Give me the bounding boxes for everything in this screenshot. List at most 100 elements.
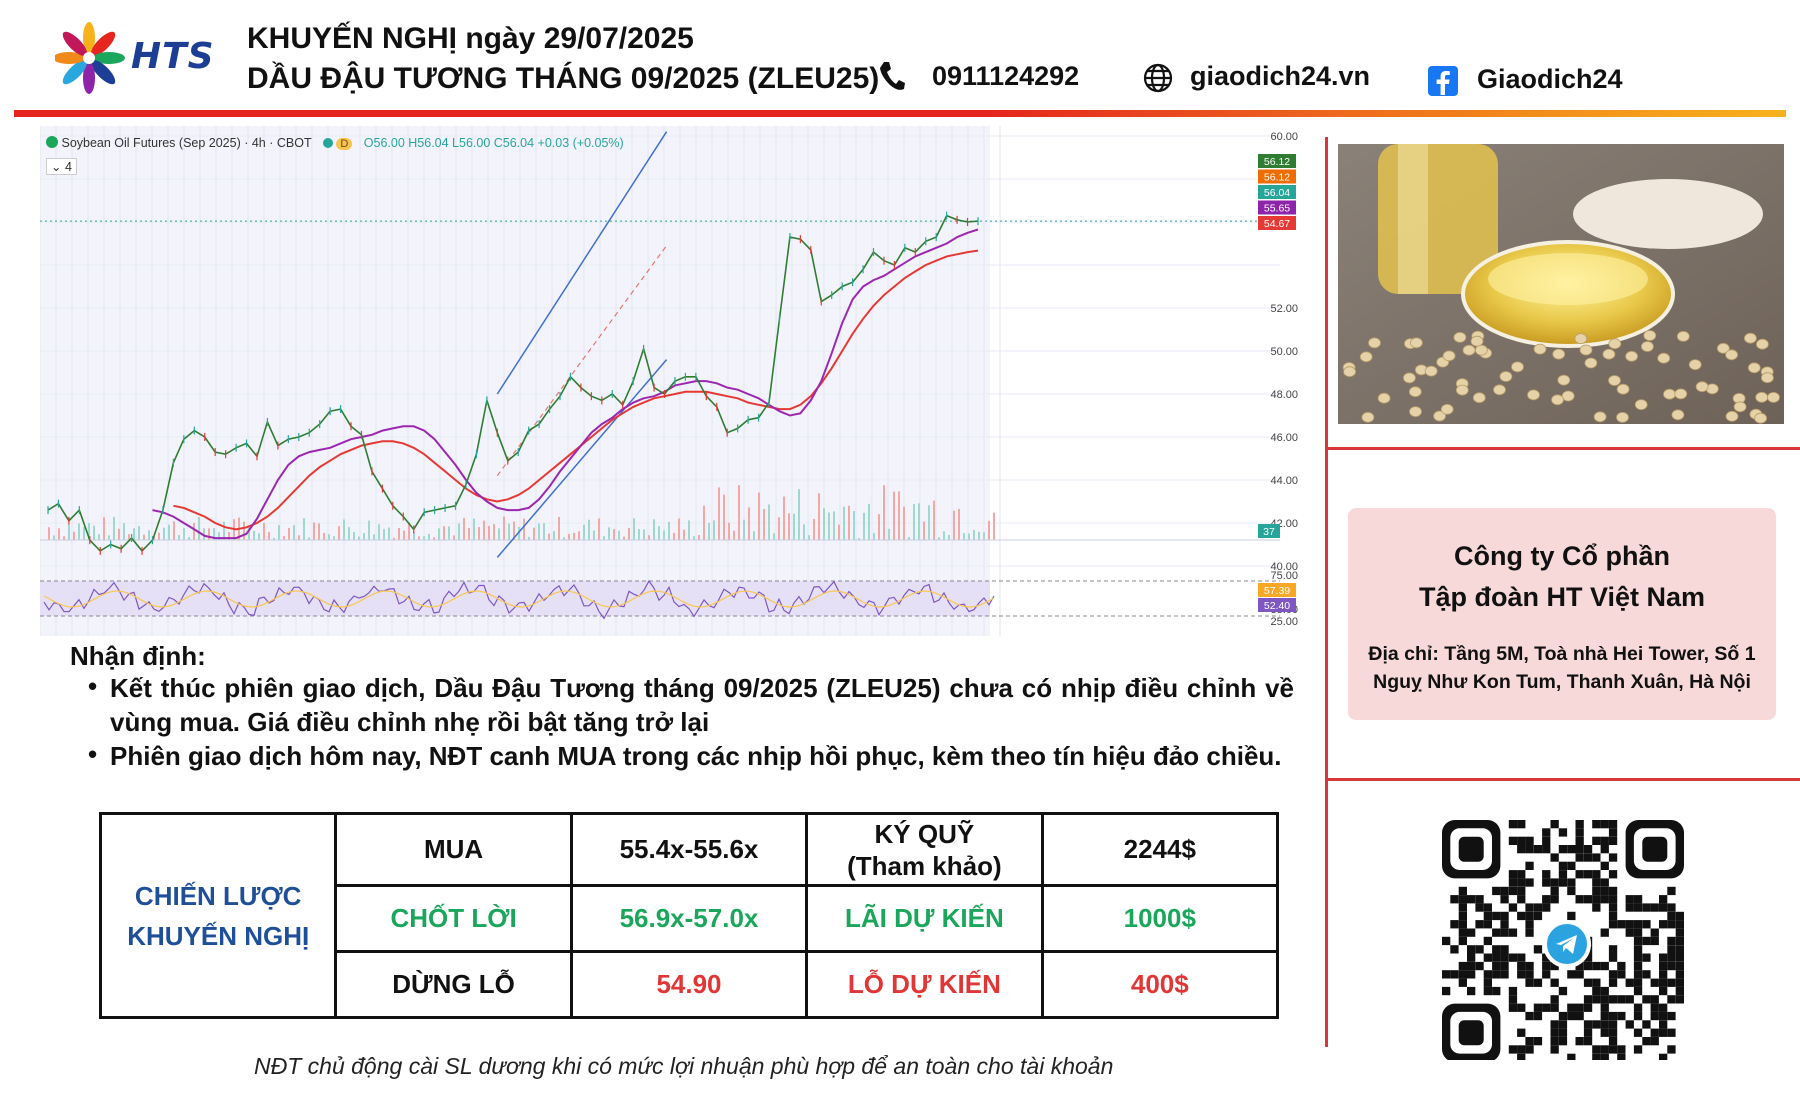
website-link[interactable]: giaodich24.vn [1190,61,1371,91]
volume-bar [378,524,380,540]
volume-bar [493,524,495,540]
volume-bar [663,530,665,540]
qr-module [1467,986,1476,996]
panel-rule-2 [1325,778,1800,781]
qr-module [1592,836,1601,845]
qr-module [1550,1020,1559,1029]
volume-bar [883,485,885,540]
qr-module [1475,945,1484,954]
qr-module [1550,995,1559,1004]
soybean [1676,330,1690,342]
soybean [1359,351,1373,363]
volume-bar [293,525,295,540]
globe-icon [1142,62,1174,99]
qr-module [1533,978,1543,987]
qr-module [1583,1028,1593,1037]
qr-module [1517,1028,1526,1037]
volume-bar [633,518,635,540]
volume-bar [428,533,430,540]
volume-bar [893,491,895,540]
qr-module [1667,945,1676,954]
qr-module [1650,903,1659,912]
soybean [1602,348,1616,360]
volume-bar [143,534,145,540]
volume-bar [518,526,520,540]
qr-module [1667,995,1676,1004]
qr-module [1517,961,1526,971]
facebook-page[interactable]: Giaodich24 [1477,64,1623,94]
volume-bar [608,527,610,540]
phone-number[interactable]: 0911124292 [932,61,1080,91]
volume-bar [988,520,990,540]
qr-module [1592,1020,1601,1029]
qr-module [1608,836,1618,845]
volume-bar [538,523,540,540]
telegram-qr-code[interactable] [1442,820,1684,1062]
volume-bar [918,503,920,540]
volume-bar [53,535,55,540]
soybean [1474,344,1488,356]
qr-module [1508,986,1518,996]
volume-bar [723,494,725,540]
qr-module [1567,886,1576,896]
volume-bar [618,530,620,540]
qr-module [1617,970,1626,979]
volume-bar [748,507,750,540]
volume-bar [793,513,795,540]
y-tick-label: 40.00 [1270,561,1298,573]
qr-module [1592,820,1601,829]
qr-module [1650,928,1659,937]
volume-bar [218,532,220,540]
company-name-line1: Công ty Cổ phần [1454,541,1670,571]
qr-module [1550,978,1559,987]
qr-module [1575,1003,1584,1012]
qr-module [1458,920,1467,929]
volume-bar [208,528,210,540]
buy-range: 55.4x-55.6x [569,812,809,887]
soybean [1716,342,1730,354]
volume-bar [678,518,680,540]
volume-bar [878,514,880,540]
qr-module [1633,986,1643,996]
qr-module [1508,820,1518,829]
volume-bar [943,531,945,540]
volume-bar [768,504,770,540]
y-tick-label: 44.00 [1270,475,1298,487]
volume-bar [623,536,625,540]
qr-module [1608,1020,1618,1029]
qr-module [1533,945,1543,954]
qr-module [1475,920,1484,929]
qr-module [1450,920,1459,929]
soybean [1343,366,1357,378]
qr-module [1608,978,1618,987]
qr-module [1517,878,1526,887]
volume-bar [438,528,440,540]
soybean [1424,365,1438,377]
qr-module [1608,895,1618,904]
qr-module [1600,1053,1609,1062]
soybean [1657,352,1671,364]
rsi-tick-label: 25.00 [1270,616,1298,628]
volume-bar [73,531,75,540]
qr-module [1583,978,1593,987]
indicator-collapse-button[interactable]: ⌄ 4 [46,158,77,175]
volume-bar [598,518,600,540]
qr-module [1659,1020,1668,1029]
qr-module [1483,953,1492,962]
qr-module [1583,895,1593,904]
qr-module [1592,1045,1601,1054]
volume-bar [783,496,785,540]
qr-module [1617,920,1626,929]
qr-module [1575,1011,1584,1021]
qr-module [1592,986,1601,996]
soybean [1733,401,1747,413]
qr-module [1558,1020,1568,1029]
qr-module [1642,920,1651,929]
volume-bar [708,522,710,540]
qr-module [1667,1045,1676,1054]
qr-module [1525,1011,1534,1021]
qr-module [1600,995,1609,1004]
qr-module [1542,878,1551,887]
qr-module [1608,970,1618,979]
qr-module [1675,953,1684,962]
